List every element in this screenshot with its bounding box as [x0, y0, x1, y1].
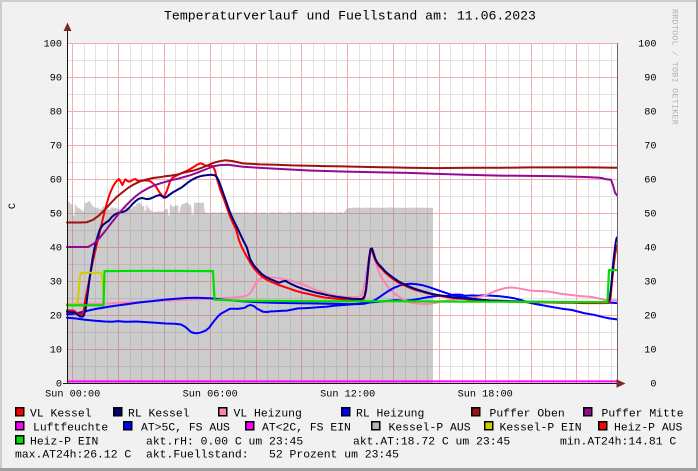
svg-text:max.AT24h:26.12 C: max.AT24h:26.12 C: [15, 450, 131, 462]
svg-text:C: C: [8, 203, 19, 209]
svg-text:100: 100: [638, 40, 656, 51]
svg-text:RL Kessel: RL Kessel: [128, 409, 190, 421]
svg-text:60: 60: [50, 176, 62, 187]
svg-text:Sun 12:00: Sun 12:00: [320, 390, 375, 401]
svg-text:Luftfeuchte: Luftfeuchte: [33, 423, 108, 435]
svg-text:90: 90: [644, 74, 656, 85]
svg-text:Puffer Mitte: Puffer Mitte: [602, 409, 684, 421]
svg-text:Temperaturverlauf und Fuellsta: Temperaturverlauf und Fuellstand am: 11.…: [164, 9, 536, 24]
svg-text:60: 60: [644, 176, 656, 187]
svg-text:akt.AT:18.72 C um 23:45: akt.AT:18.72 C um 23:45: [353, 437, 510, 449]
svg-text:AT<2C, FS EIN: AT<2C, FS EIN: [262, 423, 351, 435]
svg-text:VL Heizung: VL Heizung: [234, 409, 302, 421]
svg-text:90: 90: [50, 74, 62, 85]
svg-text:20: 20: [644, 312, 656, 323]
svg-text:80: 80: [50, 108, 62, 119]
svg-text:akt.Fuellstand: 52 Prozent u: akt.Fuellstand: 52 Prozent um 23:45: [146, 450, 399, 462]
svg-text:RL Heizung: RL Heizung: [356, 409, 424, 421]
svg-text:20: 20: [50, 312, 62, 323]
svg-text:30: 30: [644, 278, 656, 289]
svg-text:akt.rH: 0.00 C um 23:45: akt.rH: 0.00 C um 23:45: [146, 437, 303, 449]
svg-text:30: 30: [50, 278, 62, 289]
svg-text:70: 70: [644, 142, 656, 153]
svg-text:Sun 18:00: Sun 18:00: [458, 390, 513, 401]
svg-text:70: 70: [50, 142, 62, 153]
svg-text:40: 40: [50, 244, 62, 255]
svg-text:10: 10: [50, 346, 62, 357]
svg-text:100: 100: [44, 40, 62, 51]
svg-text:RRDTOOL / TOBI OETIKER: RRDTOOL / TOBI OETIKER: [670, 9, 680, 125]
svg-text:40: 40: [644, 244, 656, 255]
svg-text:Puffer Oben: Puffer Oben: [490, 409, 565, 421]
svg-text:0: 0: [56, 380, 62, 391]
svg-text:min.AT24h:14.81 C: min.AT24h:14.81 C: [560, 437, 676, 449]
svg-text:Heiz-P AUS: Heiz-P AUS: [614, 423, 683, 435]
svg-text:VL Kessel: VL Kessel: [30, 409, 92, 421]
svg-text:AT>5C, FS AUS: AT>5C, FS AUS: [141, 423, 230, 435]
svg-text:Heiz-P EIN: Heiz-P EIN: [30, 437, 98, 449]
svg-text:Sun 00:00: Sun 00:00: [45, 390, 100, 401]
svg-text:Kessel-P AUS: Kessel-P AUS: [389, 423, 471, 435]
svg-text:50: 50: [50, 210, 62, 221]
svg-text:0: 0: [650, 380, 656, 391]
svg-text:Kessel-P EIN: Kessel-P EIN: [500, 423, 582, 435]
svg-text:80: 80: [644, 108, 656, 119]
svg-text:Sun 06:00: Sun 06:00: [183, 390, 238, 401]
svg-text:10: 10: [644, 346, 656, 357]
svg-text:50: 50: [644, 210, 656, 221]
